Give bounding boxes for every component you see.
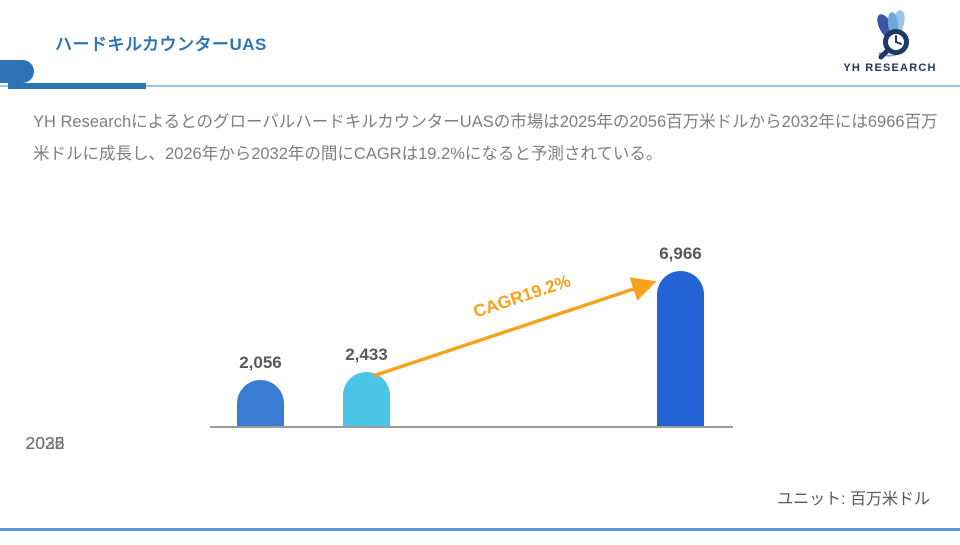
bar-value-2025: 2,056: [239, 353, 282, 372]
logo-text: YH RESEARCH: [843, 62, 937, 74]
bar-group-2032: 6,966: [657, 244, 704, 426]
yh-research-logo: YH RESEARCH: [842, 10, 938, 80]
description-text: YH ResearchによるとのグローバルハードキルカウンターUASの市場は20…: [33, 113, 938, 163]
x-tick-2025: 2025: [25, 433, 65, 453]
bar-group-2026: 2,433: [343, 345, 390, 426]
page-title: ハードキルカウンターUAS: [55, 35, 267, 54]
header-accent-pill: [0, 60, 34, 83]
bar-2025: [237, 380, 284, 426]
x-tick-2032: 2032: [25, 433, 65, 453]
bar-2026: [343, 372, 390, 426]
footer-divider-line: [0, 528, 960, 531]
unit-label: ユニット: 百万米ドル: [777, 491, 930, 508]
logo-icon: [877, 10, 909, 60]
bar-2032: [657, 271, 704, 426]
x-tick-2026: 2026: [25, 433, 65, 453]
bar-value-2032: 6,966: [659, 244, 702, 263]
bar-chart: 2,056 2,433 6,966: [0, 230, 960, 427]
bar-value-2026: 2,433: [345, 345, 388, 364]
x-axis-line: [210, 426, 733, 428]
bar-group-2025: 2,056: [237, 353, 284, 426]
header-divider-line: [0, 85, 960, 87]
header-accent-bar: [8, 83, 146, 89]
